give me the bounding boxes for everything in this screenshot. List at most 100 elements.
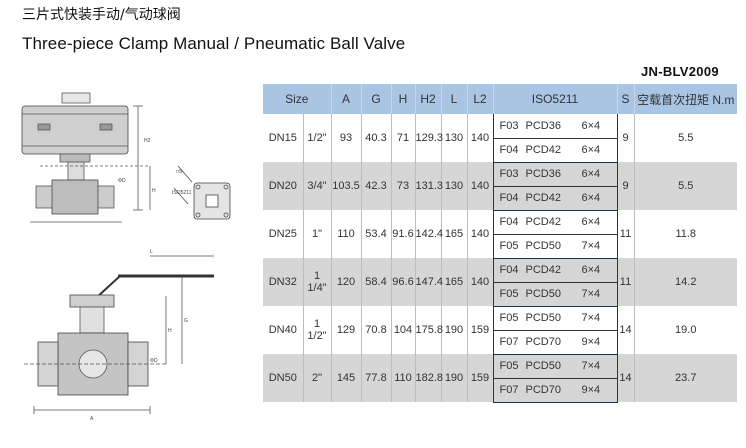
iso-bolt: 6×4 bbox=[581, 264, 601, 276]
iso-pcd: PCD36 bbox=[525, 168, 561, 180]
iso-code: F04 bbox=[499, 144, 519, 156]
iso-bolt: 7×4 bbox=[581, 360, 601, 372]
table-row: DN20 3/4" 103.5 42.3 73 131.3 130 140 F03 PCD36 6×… bbox=[263, 162, 737, 210]
cell-inch: 1 1/2" bbox=[302, 306, 331, 354]
iso-bolt: 6×4 bbox=[581, 168, 601, 180]
cell-g: 40.3 bbox=[360, 114, 391, 162]
cell-iso5211: F07 PCD70 9×4 bbox=[492, 329, 618, 355]
cell-h: 91.6 bbox=[390, 210, 415, 258]
cell-s: 9 bbox=[617, 162, 634, 210]
cell-dn: DN40 bbox=[263, 306, 303, 354]
cell-torque: 14.2 bbox=[633, 258, 737, 306]
iso-code: F05 bbox=[499, 288, 519, 300]
table-row: F05 PCD50 7×4 bbox=[263, 233, 737, 259]
header-size: Size bbox=[263, 84, 331, 114]
cell-h2: 131.3 bbox=[414, 162, 443, 210]
label-iso: ISO5211 bbox=[172, 190, 192, 196]
cell-g: 77.8 bbox=[360, 354, 391, 402]
cell-iso5211: F05 PCD50 7×4 bbox=[492, 233, 618, 259]
cell-iso5211: F04 PCD42 6×4 bbox=[492, 210, 618, 234]
cell-h: 96.6 bbox=[390, 258, 415, 306]
cell-h: 71 bbox=[390, 114, 415, 162]
iso-pcd: PCD70 bbox=[525, 336, 561, 348]
table-row: F07 PCD70 9×4 bbox=[263, 329, 737, 355]
iso-bolt: 9×4 bbox=[581, 336, 601, 348]
cell-h: 73 bbox=[390, 162, 415, 210]
header-iso5211: ISO5211 bbox=[492, 84, 617, 114]
iso-pcd: PCD50 bbox=[525, 240, 561, 252]
cell-dn: DN25 bbox=[263, 210, 303, 258]
header-h2: H2 bbox=[414, 84, 441, 114]
cell-torque: 19.0 bbox=[633, 306, 737, 354]
cell-torque: 23.7 bbox=[633, 354, 737, 402]
cell-a: 120 bbox=[330, 258, 361, 306]
cell-s: 11 bbox=[617, 210, 634, 258]
cell-l2: 140 bbox=[466, 162, 493, 210]
manual-valve-drawing bbox=[24, 255, 214, 414]
label-h2: H2 bbox=[144, 138, 151, 144]
iso-pcd: PCD36 bbox=[525, 119, 561, 132]
cell-l2: 159 bbox=[466, 306, 493, 354]
table-row: F04 PCD42 6×4 bbox=[263, 137, 737, 163]
table-header-row: Size A G H H2 L L2 ISO5211 S 空载首次扭矩 N.m bbox=[263, 84, 737, 114]
cell-iso5211: F07 PCD70 9×4 bbox=[492, 377, 618, 403]
cell-torque: 5.5 bbox=[633, 162, 737, 210]
cell-l: 130 bbox=[440, 114, 467, 162]
cell-torque: 11.8 bbox=[633, 210, 737, 258]
cell-s: 11 bbox=[617, 258, 634, 306]
cell-dn: DN15 bbox=[263, 114, 303, 162]
header-s: S bbox=[616, 84, 634, 114]
iso-code: F04 bbox=[499, 216, 519, 228]
cell-s: 14 bbox=[617, 306, 634, 354]
cell-inch: 1/2" bbox=[302, 114, 331, 162]
cell-h: 110 bbox=[390, 354, 415, 402]
cell-iso5211: F05 PCD50 7×4 bbox=[492, 306, 618, 330]
iso-pcd: PCD70 bbox=[525, 384, 561, 396]
cell-inch: 1 1/4" bbox=[302, 258, 331, 306]
label-d: ΦD bbox=[118, 178, 126, 184]
cell-l: 165 bbox=[440, 210, 467, 258]
iso-code: F05 bbox=[499, 360, 519, 372]
header-torque: 空载首次扭矩 N.m bbox=[633, 84, 737, 114]
cell-inch: 3/4" bbox=[302, 162, 331, 210]
iso-bolt: 6×4 bbox=[581, 216, 601, 228]
iso-bolt: 6×4 bbox=[581, 144, 601, 156]
iso-bolt: 6×4 bbox=[581, 119, 601, 132]
table-row: F05 PCD50 7×4 bbox=[263, 281, 737, 307]
iso-pcd: PCD42 bbox=[525, 264, 561, 276]
iso-code: F07 bbox=[499, 384, 519, 396]
cell-h: 104 bbox=[390, 306, 415, 354]
title-english: Three-piece Clamp Manual / Pneumatic Bal… bbox=[22, 34, 406, 53]
header-l2: L2 bbox=[466, 84, 493, 114]
table-row: DN15 1/2" 93 40.3 71 129.3 130 140 F03 PCD36 6×4 9 5… bbox=[263, 114, 737, 162]
cell-h2: 142.4 bbox=[414, 210, 443, 258]
cell-s: 9 bbox=[617, 114, 634, 162]
cell-l2: 140 bbox=[466, 114, 493, 162]
cell-iso5211: F04 PCD42 6×4 bbox=[492, 185, 618, 211]
cell-h2: 147.4 bbox=[414, 258, 443, 306]
cell-l: 190 bbox=[440, 306, 467, 354]
cell-dn: DN32 bbox=[263, 258, 303, 306]
cell-inch: 2" bbox=[302, 354, 331, 402]
table-row: DN32 1 1/4" 120 58.4 96.6 147.4 165 140 F04 PCD42… bbox=[263, 258, 737, 306]
cell-dn: DN20 bbox=[263, 162, 303, 210]
label-s: □S bbox=[176, 169, 183, 175]
cell-g: 58.4 bbox=[360, 258, 391, 306]
header-h: H bbox=[390, 84, 415, 114]
cell-l: 130 bbox=[440, 162, 467, 210]
cell-l: 190 bbox=[440, 354, 467, 402]
iso-pcd: PCD42 bbox=[525, 216, 561, 228]
cell-iso5211: F05 PCD50 7×4 bbox=[492, 354, 618, 378]
table-row: F07 PCD70 9×4 bbox=[263, 377, 737, 403]
table-row: DN50 2" 145 77.8 110 182.8 190 159 F05 PCD50 7×4 14… bbox=[263, 354, 737, 402]
cell-iso5211: F04 PCD42 6×4 bbox=[492, 137, 618, 163]
valve-drawings: H2 H ΦD □S ISO5211 L H G A ΦD bbox=[21, 92, 231, 422]
spec-table: Size A G H H2 L L2 ISO5211 S 空载首次扭矩 N.m … bbox=[263, 84, 737, 403]
iso-code: F07 bbox=[499, 336, 519, 348]
cell-h2: 129.3 bbox=[414, 114, 443, 162]
cell-l2: 140 bbox=[466, 210, 493, 258]
iso-pcd: PCD50 bbox=[525, 360, 561, 372]
iso-bolt: 6×4 bbox=[581, 192, 601, 204]
label-g: G bbox=[184, 318, 188, 324]
cell-inch: 1" bbox=[302, 210, 331, 258]
